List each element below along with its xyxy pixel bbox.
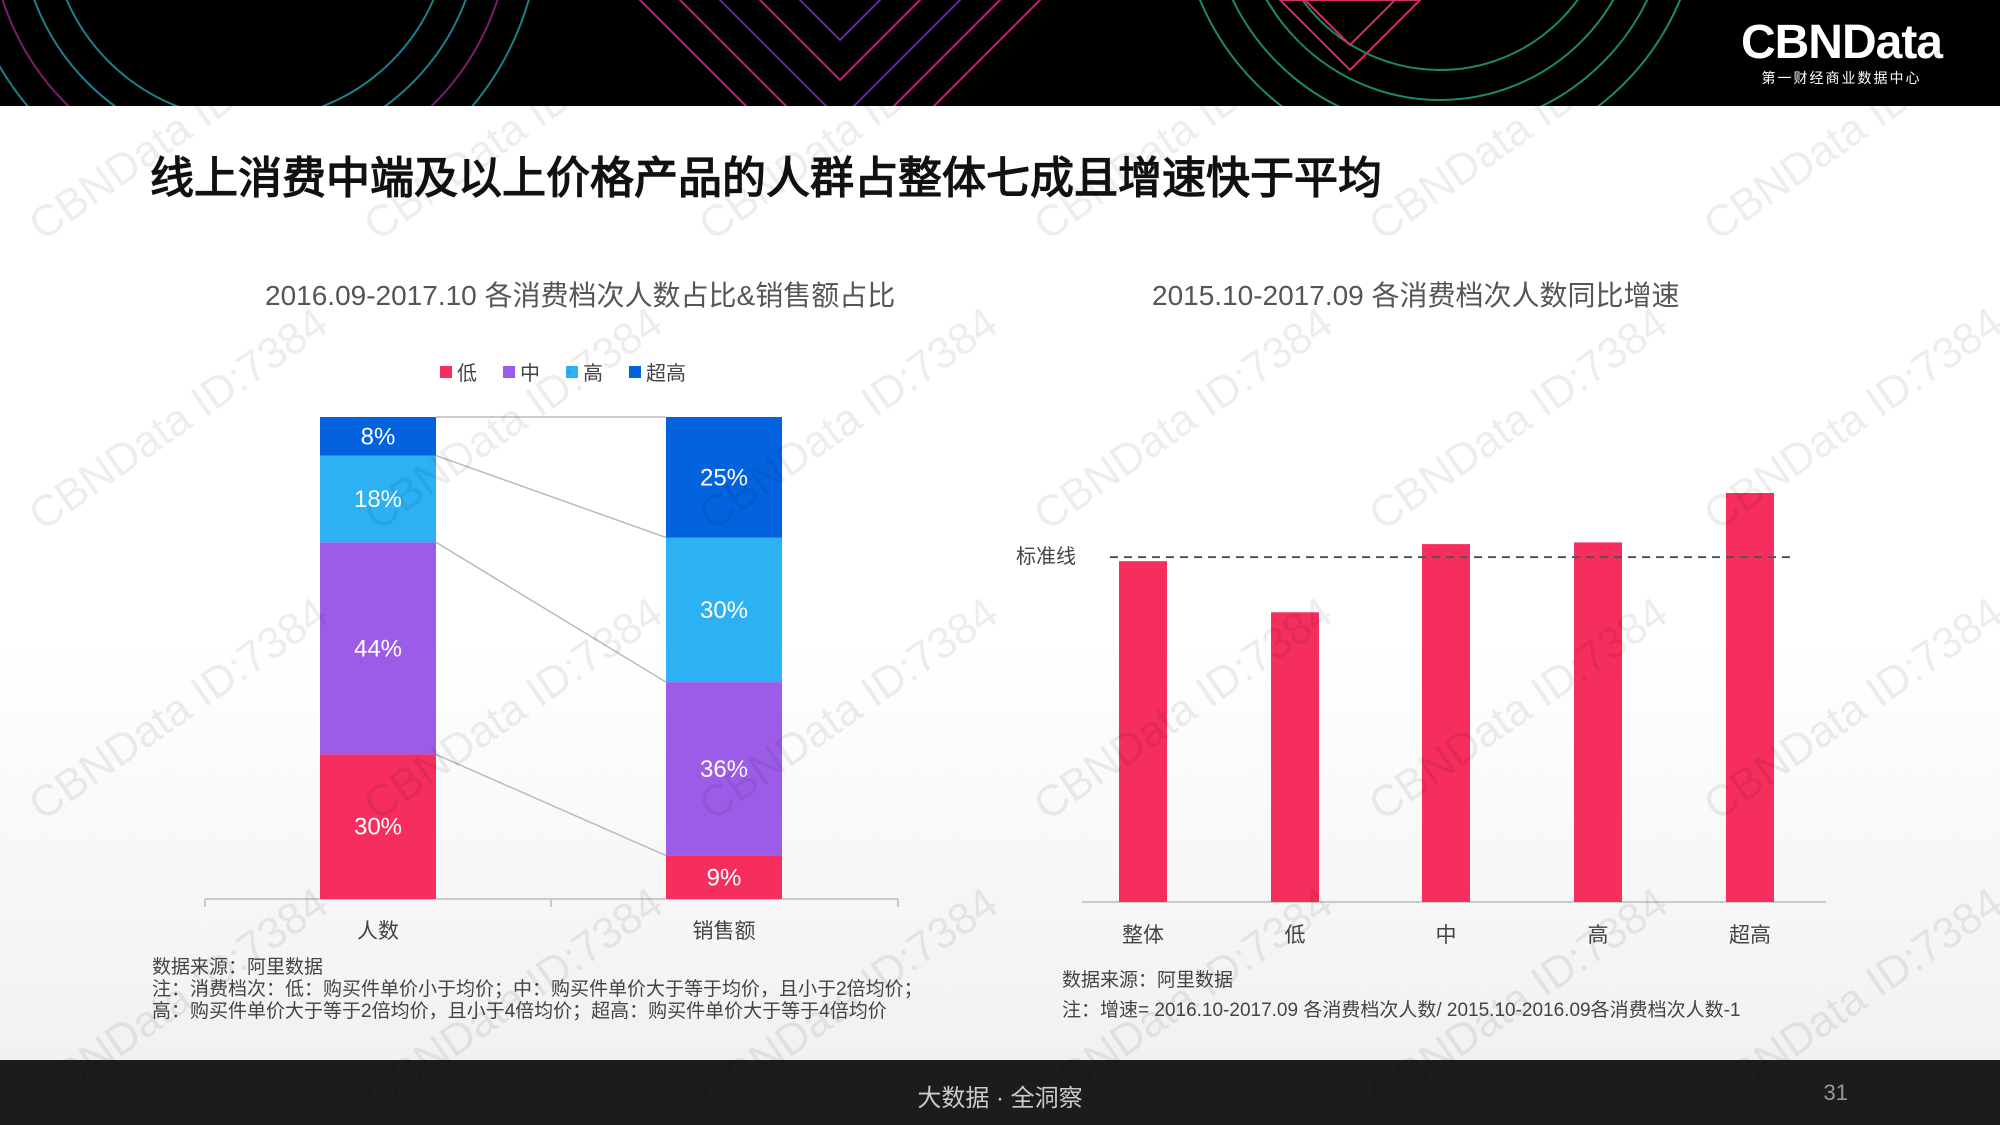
data-label: 18% [354, 486, 402, 513]
bar-segment-low [666, 855, 782, 899]
x-tick-label: 超高 [1729, 924, 1771, 947]
right-notes: 数据来源：阿里数据 注：增速= 2016.10-2017.09 各消费档次人数/… [1062, 966, 1962, 1026]
bar-segment-high [320, 455, 436, 543]
definition-note: 注：消费档次：低：购买件单价小于均价；中：购买件单价大于等于均价，且小于2倍均价… [152, 979, 923, 1022]
left-chart-title: 2016.09-2017.10 各消费档次人数占比&销售额占比 [265, 280, 896, 311]
legend-item-low: 低 [440, 357, 477, 386]
chart-legend: 低 中 高 超高 [440, 357, 686, 386]
data-label: 44% [354, 635, 402, 662]
legend-label-low: 低 [457, 363, 477, 385]
source-note: 数据来源：阿里数据 [152, 957, 324, 978]
connector-line [435, 753, 667, 857]
footer-slogan: 大数据 · 全洞察 [917, 1085, 1083, 1112]
reference-line-label: 标准线 [1016, 545, 1076, 568]
x-tick-label: 低 [1285, 924, 1306, 947]
bar-segment-low [320, 754, 436, 899]
bar-segment-super [320, 417, 436, 456]
brand-logo: CBNData 第一财经商业数据中心 [1740, 16, 1943, 88]
connector-line [435, 454, 667, 539]
legend-item-mid: 中 [503, 357, 540, 386]
data-label: 8% [361, 423, 396, 450]
growth-bar [1119, 561, 1167, 902]
legend-swatch-high [566, 365, 578, 378]
connector-line [435, 541, 667, 683]
left-notes: 数据来源：阿里数据 注：消费档次：低：购买件单价小于均价；中：购买件单价大于等于… [152, 957, 952, 1023]
formula-note: 注：增速= 2016.10-2017.09 各消费档次人数/ 2015.10-2… [1062, 1000, 1741, 1021]
bar-segment-mid [666, 682, 782, 856]
header-banner: CBNData 第一财经商业数据中心 [0, 0, 2000, 106]
legend-swatch-super [629, 365, 641, 378]
data-label: 25% [700, 464, 748, 491]
growth-bar [1574, 542, 1622, 902]
banner-decoration [0, 0, 1681, 106]
legend-label-super: 超高 [646, 363, 686, 385]
brand-name: CBNData [1740, 16, 1943, 69]
right-chart-title: 2015.10-2017.09 各消费档次人数同比增速 [1152, 280, 1680, 311]
footer-bar: 大数据 · 全洞察 31 [0, 1060, 2000, 1125]
legend-label-high: 高 [583, 363, 603, 385]
source-note: 数据来源：阿里数据 [1062, 970, 1234, 991]
data-label: 9% [707, 864, 742, 891]
x-tick-label: 人数 [357, 920, 399, 943]
legend-label-mid: 中 [520, 363, 540, 385]
x-tick-label: 销售额 [693, 920, 756, 943]
legend-swatch-low [440, 365, 452, 378]
page-number: 31 [1823, 1080, 1848, 1105]
bar-segment-super [666, 417, 782, 538]
bar-segment-high [666, 537, 782, 683]
growth-bar [1271, 612, 1319, 902]
bar-segment-mid [320, 542, 436, 755]
data-label: 30% [354, 814, 402, 841]
brand-subtitle: 第一财经商业数据中心 [1761, 70, 1922, 86]
x-tick-label: 中 [1436, 924, 1457, 947]
data-label: 36% [700, 756, 748, 783]
x-tick-label: 高 [1588, 924, 1609, 947]
growth-bar [1422, 544, 1470, 902]
page-title: 线上消费中端及以上价格产品的人群占整体七成且增速快于平均 [150, 154, 1382, 203]
data-label: 30% [700, 597, 748, 624]
legend-swatch-mid [503, 365, 515, 378]
legend-item-super: 超高 [629, 357, 686, 386]
legend-item-high: 高 [566, 357, 603, 386]
x-tick-label: 整体 [1122, 924, 1164, 947]
growth-bar [1726, 493, 1774, 902]
